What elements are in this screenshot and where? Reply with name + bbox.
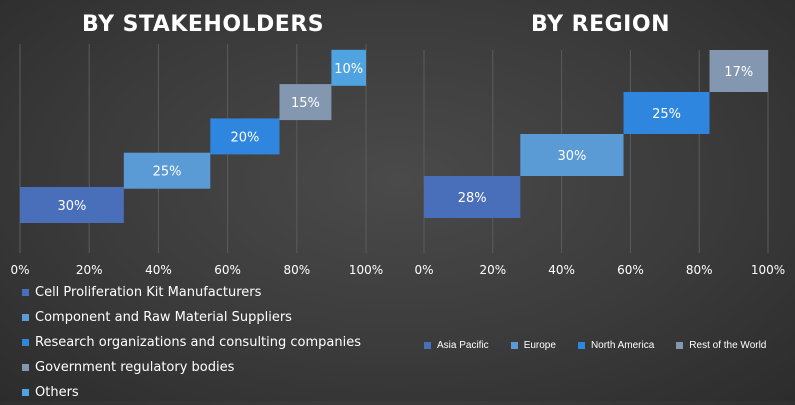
legend-label: Others bbox=[35, 385, 79, 400]
bar-segment bbox=[210, 118, 280, 155]
data-label: 28% bbox=[458, 191, 487, 206]
legend-label: Government regulatory bodies bbox=[35, 360, 235, 375]
data-label: 15% bbox=[291, 96, 320, 111]
bar-segment bbox=[424, 176, 521, 218]
bar-segment bbox=[709, 50, 768, 92]
region-legend: Asia Pacific Europe North America Rest o… bbox=[424, 340, 788, 351]
bar-segment bbox=[20, 187, 124, 223]
data-label: 10% bbox=[334, 62, 363, 77]
bar-segment bbox=[623, 92, 710, 134]
legend-item: Cell Proliferation Kit Manufacturers bbox=[22, 280, 361, 305]
x-tick-label: 0% bbox=[414, 263, 433, 277]
legend-label: Cell Proliferation Kit Manufacturers bbox=[35, 285, 262, 300]
x-tick-label: 80% bbox=[686, 263, 713, 277]
x-tick-label: 40% bbox=[548, 263, 575, 277]
x-tick-label: 100% bbox=[349, 263, 383, 277]
x-tick-label: 100% bbox=[751, 263, 785, 277]
data-label: 17% bbox=[724, 65, 753, 80]
legend-swatch-2 bbox=[577, 342, 585, 349]
legend-swatch-3 bbox=[22, 364, 29, 371]
bar-segment bbox=[331, 49, 366, 86]
bar-segment bbox=[279, 84, 332, 121]
legend-item: Rest of the World bbox=[676, 340, 766, 351]
stakeholders-legend: Cell Proliferation Kit Manufacturers Com… bbox=[22, 280, 361, 405]
data-label: 25% bbox=[652, 107, 681, 122]
legend-item: Research organizations and consulting co… bbox=[22, 330, 361, 355]
legend-swatch-0 bbox=[22, 289, 29, 296]
region-chart-title: BY REGION bbox=[531, 12, 670, 37]
legend-item: Asia Pacific bbox=[424, 340, 489, 351]
legend-swatch-2 bbox=[22, 339, 29, 346]
legend-swatch-4 bbox=[22, 389, 29, 396]
x-tick-label: 40% bbox=[145, 263, 172, 277]
x-tick-label: 80% bbox=[283, 263, 310, 277]
legend-item: Component and Raw Material Suppliers bbox=[22, 305, 361, 330]
legend-label: Rest of the World bbox=[689, 340, 767, 351]
legend-item: North America bbox=[577, 340, 655, 351]
bar-segment bbox=[520, 134, 624, 176]
stakeholders-chart-title: BY STAKEHOLDERS bbox=[82, 12, 325, 37]
legend-label: North America bbox=[590, 340, 655, 351]
data-label: 30% bbox=[557, 149, 586, 164]
legend-label: Asia Pacific bbox=[437, 340, 489, 351]
data-label: 25% bbox=[153, 165, 182, 180]
x-tick-label: 20% bbox=[76, 263, 103, 277]
legend-label: Component and Raw Material Suppliers bbox=[35, 310, 292, 325]
legend-swatch-0 bbox=[424, 342, 431, 349]
legend-swatch-1 bbox=[22, 314, 29, 321]
legend-swatch-3 bbox=[676, 342, 684, 349]
legend-label: Research organizations and consulting co… bbox=[35, 335, 361, 350]
bar-segment bbox=[123, 152, 211, 189]
x-tick-label: 0% bbox=[10, 263, 29, 277]
x-tick-label: 60% bbox=[214, 263, 241, 277]
data-label: 30% bbox=[57, 199, 86, 214]
legend-item: Government regulatory bodies bbox=[22, 355, 361, 380]
legend-item: Europe bbox=[510, 340, 556, 351]
legend-item: Others bbox=[22, 380, 361, 405]
x-tick-label: 20% bbox=[479, 263, 506, 277]
legend-label: Europe bbox=[523, 340, 556, 351]
x-tick-label: 60% bbox=[617, 263, 644, 277]
legend-swatch-1 bbox=[510, 342, 518, 349]
data-label: 20% bbox=[230, 130, 259, 145]
